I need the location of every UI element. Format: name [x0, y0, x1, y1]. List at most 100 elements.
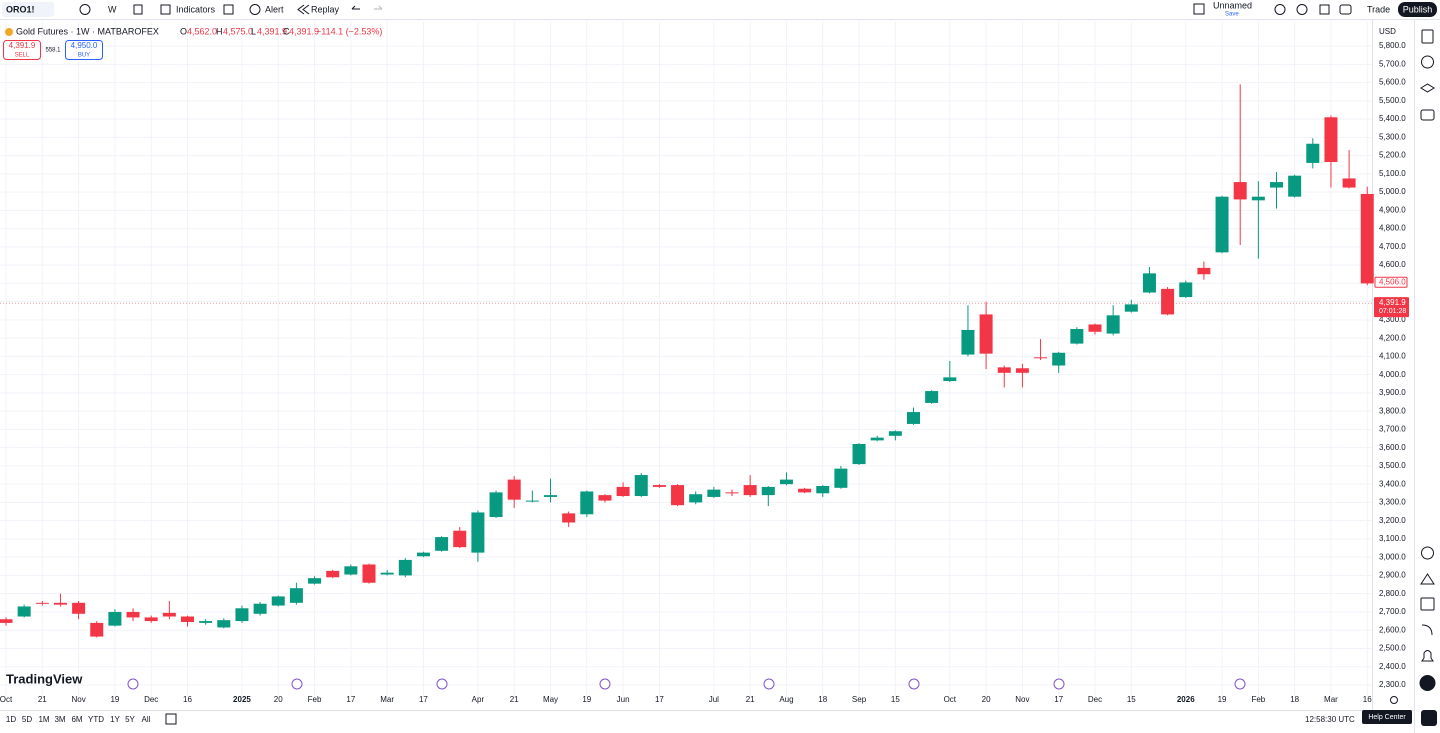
range-button[interactable]: 5D [22, 715, 32, 724]
interval[interactable]: W [108, 4, 117, 14]
pine-icon[interactable] [1420, 573, 1435, 585]
candle-body [834, 468, 848, 488]
y-tick-label: 2,400.0 [1379, 662, 1406, 671]
layers-icon[interactable] [1420, 83, 1435, 93]
x-tick-label: Oct [944, 695, 957, 704]
apps-icon[interactable] [1419, 675, 1436, 691]
event-marker[interactable] [599, 678, 611, 690]
x-tick-label: 20 [982, 695, 991, 704]
currency[interactable]: USD [1379, 27, 1396, 36]
stream-icon[interactable] [1421, 624, 1433, 636]
candle-body [707, 489, 721, 497]
last-price-label: 4,391.9 [1379, 298, 1406, 307]
fullscreen[interactable] [1319, 4, 1330, 15]
x-tick-label: 17 [346, 695, 355, 704]
layout-name[interactable]: Unnamed [1213, 0, 1252, 10]
range-button[interactable]: 1M [38, 715, 49, 724]
save-button[interactable]: Save [1225, 12, 1239, 18]
goto-date[interactable] [165, 713, 177, 725]
alert-icon[interactable] [249, 4, 261, 15]
alert-button[interactable]: Alert [265, 4, 284, 14]
event-marker[interactable] [436, 678, 448, 690]
ideas-icon[interactable] [1421, 546, 1434, 560]
indicators-button[interactable]: Indicators [176, 4, 216, 14]
x-tick-label: Feb [308, 695, 322, 704]
event-marker[interactable] [763, 678, 775, 690]
notifications-icon[interactable] [1421, 650, 1434, 662]
x-tick-label: 16 [1363, 695, 1372, 704]
calendar-icon[interactable] [1420, 597, 1435, 611]
legend-open: 4,562.0 [187, 26, 217, 36]
event-marker[interactable] [908, 678, 920, 690]
candle-body [725, 492, 739, 494]
buy-button[interactable]: BUY [78, 53, 90, 59]
layout-icon[interactable] [1193, 3, 1205, 15]
x-tick-label: 17 [655, 695, 664, 704]
trade-button[interactable]: Trade [1367, 4, 1390, 14]
axis-settings[interactable] [1390, 696, 1398, 704]
candle-body [144, 617, 158, 622]
event-marker[interactable] [1234, 678, 1246, 690]
sell-box[interactable] [3, 40, 41, 60]
range-button[interactable]: 5Y [125, 715, 135, 724]
event-marker[interactable] [291, 678, 303, 690]
add-symbol-icon[interactable] [79, 4, 91, 15]
settings[interactable] [1296, 4, 1308, 15]
range-button[interactable]: 3M [54, 715, 65, 724]
buy-price[interactable]: 4,950.0 [71, 41, 98, 50]
sell-button[interactable]: SELL [15, 53, 30, 59]
candle-body [907, 412, 920, 424]
range-button[interactable]: 6M [71, 715, 82, 724]
candle-body [598, 495, 612, 501]
range-button[interactable]: All [142, 715, 151, 724]
candle-body [35, 602, 49, 604]
snapshot[interactable] [1339, 4, 1352, 15]
y-tick-label: 4,300.0 [1379, 315, 1406, 324]
x-tick-label: Nov [1015, 695, 1029, 704]
candle-body [1233, 182, 1247, 200]
sell-price[interactable]: 4,391.9 [9, 41, 36, 50]
candle-body [852, 444, 866, 465]
publish-button[interactable]: Publish [1403, 4, 1433, 14]
indicators-icon[interactable] [160, 4, 171, 15]
range-button[interactable]: 1Y [110, 715, 120, 724]
alerts-icon[interactable] [1421, 55, 1434, 69]
layouts-icon[interactable] [223, 4, 234, 15]
y-tick-label: 3,000.0 [1379, 552, 1406, 561]
help-center[interactable]: Help Center [1368, 714, 1406, 721]
chart-type-icon[interactable] [133, 4, 143, 15]
candle-body [17, 606, 31, 617]
x-tick-label: 2026 [1177, 695, 1195, 704]
help-icon[interactable] [1421, 710, 1437, 726]
candle-body [253, 603, 267, 614]
candle-body [1015, 368, 1029, 373]
help-box[interactable] [1362, 710, 1412, 724]
event-marker[interactable] [1053, 678, 1065, 690]
y-tick-label: 5,300.0 [1379, 132, 1406, 141]
chat-icon[interactable] [1420, 109, 1435, 121]
publish-box[interactable] [1398, 2, 1437, 17]
legend-l-label: L [251, 26, 256, 36]
x-tick-label: Jul [709, 695, 719, 704]
candle-body [779, 479, 793, 485]
candle-body [1342, 178, 1356, 188]
watchlist-icon[interactable] [1421, 29, 1434, 44]
undo[interactable] [351, 5, 360, 10]
symbol[interactable]: ORO1! [6, 4, 35, 14]
candle-body [398, 559, 412, 576]
symbol-box[interactable] [2, 2, 54, 17]
event-marker[interactable] [127, 678, 139, 690]
y-tick-label: 4,700.0 [1379, 242, 1406, 251]
candle-body [961, 329, 975, 355]
redo[interactable] [374, 5, 383, 10]
quick-search[interactable] [1274, 4, 1286, 15]
range-button[interactable]: YTD [88, 715, 104, 724]
range-button[interactable]: 1D [6, 715, 16, 724]
buy-box[interactable] [65, 40, 103, 60]
replay-button[interactable]: Replay [311, 4, 340, 14]
replay-icon[interactable] [297, 4, 310, 15]
y-tick-label: 4,000.0 [1379, 370, 1406, 379]
x-tick-label: 16 [183, 695, 192, 704]
y-tick-label: 3,800.0 [1379, 406, 1406, 415]
toolbar [0, 0, 1440, 19]
